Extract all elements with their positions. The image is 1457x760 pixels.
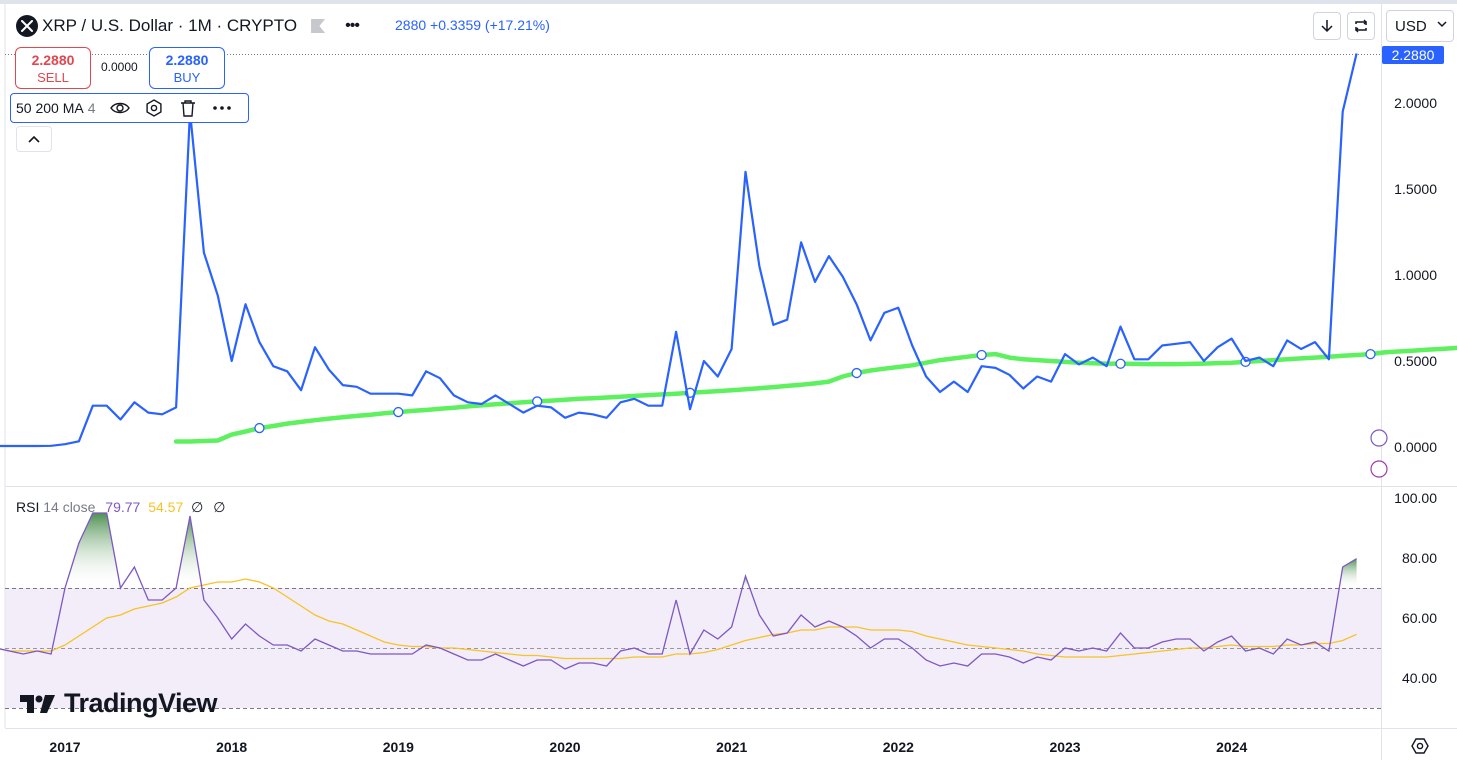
- price-tick-label: 1.0000: [1394, 267, 1437, 283]
- gear-icon[interactable]: [142, 96, 166, 120]
- symbol-title: XRP / U.S. Dollar · 1M · CRYPTO: [42, 16, 298, 35]
- tradingview-watermark[interactable]: TradingView: [20, 688, 218, 719]
- rsi-tick-label: 80.00: [1402, 550, 1437, 566]
- rsi-value: 79.77: [105, 499, 141, 515]
- rsi-ma-value: 54.57: [148, 499, 184, 515]
- cross-marker: [1115, 358, 1126, 369]
- price-change: 2880 +0.3359 (+17.21%): [395, 17, 550, 33]
- eye-icon[interactable]: [108, 96, 132, 120]
- settings-icon: [1411, 738, 1429, 754]
- watermark-text: TradingView: [64, 688, 218, 718]
- more-dots-icon[interactable]: [210, 96, 234, 120]
- sell-price: 2.2880: [31, 52, 75, 68]
- ma-indicator-name: 50 200 MA: [16, 100, 84, 116]
- cross-marker: [254, 422, 265, 434]
- chevron-up-icon: [28, 135, 40, 143]
- alert-marker-icon[interactable]: [1370, 429, 1388, 447]
- refresh-button[interactable]: [1347, 12, 1375, 40]
- price-tick-label: 0.0000: [1394, 439, 1437, 455]
- time-tick-label: 2023: [1049, 739, 1080, 755]
- time-tick-label: 2019: [383, 739, 414, 755]
- time-tick-label: 2024: [1216, 739, 1247, 755]
- rsi-extra-2: ∅: [213, 499, 226, 515]
- top-border: [0, 0, 1457, 4]
- cross-marker: [1365, 348, 1376, 360]
- rsi-legend[interactable]: RSI 14 close 79.77 54.57 ∅ ∅: [16, 499, 225, 516]
- symbol-legend[interactable]: XRP / U.S. Dollar · 1M · CRYPTO •••: [10, 12, 366, 40]
- rsi-layer: [0, 512, 1357, 670]
- xrp-logo-icon: [16, 15, 38, 37]
- buy-price: 2.2880: [165, 52, 209, 68]
- ma-layer: [173, 345, 1457, 444]
- download-button[interactable]: [1313, 12, 1341, 40]
- price-tick-label: 0.5000: [1394, 353, 1437, 369]
- time-axis[interactable]: 2017 2018 2019 2020 2021 2022 2023 2024: [49, 739, 1247, 755]
- flag-icon[interactable]: [311, 19, 326, 33]
- last-price-tag: [1382, 46, 1444, 64]
- rsi-tick-label: 60.00: [1402, 610, 1437, 626]
- arrow-down-icon: [1321, 20, 1333, 33]
- chevron-down-icon: [1437, 21, 1447, 28]
- last-price-tag-label: 2.2880: [1392, 47, 1435, 63]
- ma-indicator-length: 4: [87, 100, 96, 116]
- refresh-icon: [1355, 19, 1367, 33]
- rsi-name: RSI: [16, 499, 40, 515]
- time-tick-label: 2020: [549, 739, 580, 755]
- currency-value: USD: [1395, 17, 1427, 35]
- buy-button[interactable]: 2.2880 BUY: [149, 47, 225, 89]
- overbought-area: [742, 576, 750, 588]
- time-tick-label: 2017: [49, 739, 80, 755]
- time-tick-label: 2021: [716, 739, 747, 755]
- chart-settings-button[interactable]: [1408, 736, 1432, 756]
- rsi-params: 14 close: [43, 499, 96, 515]
- price-layer: [0, 53, 1358, 448]
- rsi-tick-label: 100.00: [1394, 490, 1437, 506]
- price-tick-label: 2.0000: [1394, 95, 1437, 111]
- cross-marker: [393, 406, 404, 418]
- overbought-area: [176, 516, 202, 588]
- spread-value: 0.0000: [101, 60, 138, 74]
- cross-marker: [976, 349, 987, 361]
- price-series-line: [0, 53, 1358, 448]
- trash-icon[interactable]: [176, 96, 200, 120]
- cross-marker: [532, 396, 543, 407]
- rsi-overbought-fill: [65, 513, 1357, 588]
- time-tick-label: 2022: [883, 739, 914, 755]
- rsi-extra-1: ∅: [191, 499, 204, 515]
- buy-label: BUY: [173, 70, 201, 85]
- sell-label: SELL: [37, 70, 69, 85]
- more-button[interactable]: •••: [345, 17, 360, 34]
- price-tick-label: 1.5000: [1394, 181, 1437, 197]
- price-axis[interactable]: 0.0000 0.5000 1.0000 1.5000 2.0000: [1394, 95, 1437, 455]
- cross-marker: [851, 367, 862, 379]
- collapse-legend-button[interactable]: [16, 126, 52, 152]
- ma-series-line: [173, 345, 1457, 444]
- overbought-area: [1339, 558, 1357, 588]
- time-tick-label: 2018: [216, 739, 247, 755]
- rsi-axis[interactable]: 40.00 60.00 80.00 100.00: [1394, 490, 1437, 686]
- rsi-tick-label: 40.00: [1402, 670, 1437, 686]
- event-marker-icon[interactable]: [1370, 460, 1388, 478]
- sell-button[interactable]: 2.2880 SELL: [15, 47, 91, 89]
- rsi-line: [0, 512, 1357, 670]
- ma-indicator-legend[interactable]: 50 200 MA 4: [10, 93, 249, 123]
- currency-select[interactable]: USD: [1386, 10, 1454, 42]
- tradingview-logo-icon: [20, 694, 55, 713]
- rsi-ma-line: [0, 578, 1357, 660]
